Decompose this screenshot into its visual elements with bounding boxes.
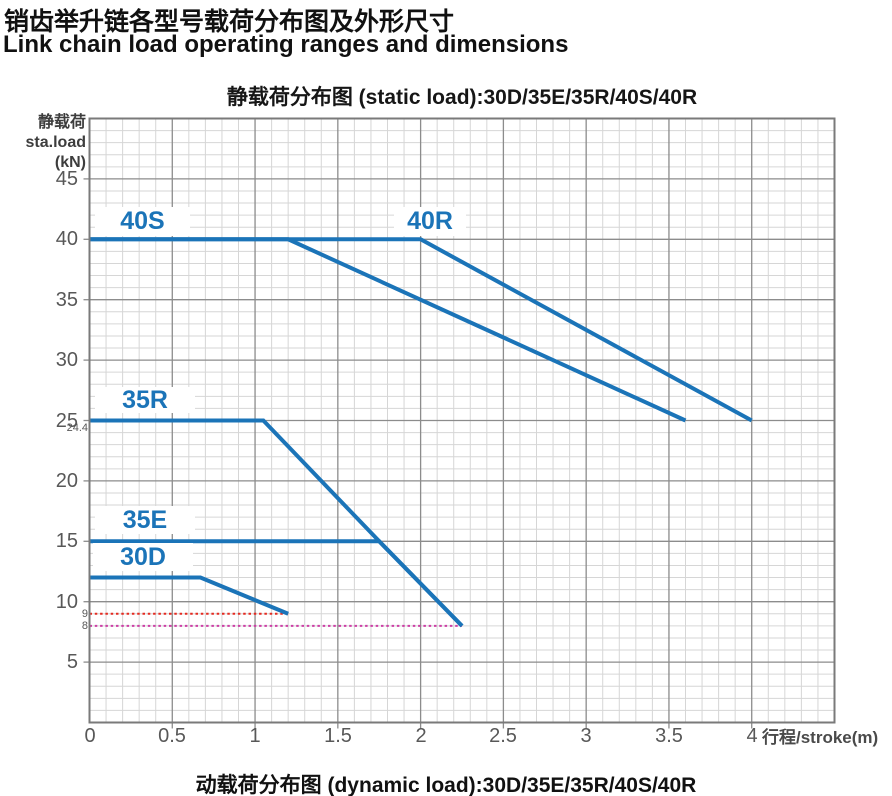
series-label-35R: 35R [95,387,195,413]
y-axis-label-zh: 静载荷 [37,114,86,131]
series-label-30D: 30D [93,543,193,571]
series-line-35E [89,539,464,628]
y-tick-35: 35 [55,289,78,311]
series-label-35E: 35E [95,506,195,534]
series-line-40R [89,237,753,423]
chart-title: 静载荷分布图 (static load):30D/35E/35R/40S/40R [226,86,698,109]
series-label-40S: 40S [95,207,190,236]
x-axis-label: 行程/stroke(m) [762,728,879,747]
page-title-zh: 销齿举升链各型号载荷分布图及外形尺寸 [4,8,455,36]
bottom-caption: 动载荷分布图 (dynamic load):30D/35E/35R/40S/40… [195,774,697,796]
y-tick-10: 10 [55,591,78,613]
y-tick-40: 40 [55,228,78,250]
y-tick-30: 30 [55,349,78,371]
page-title-en: Link chain load operating ranges and dim… [3,31,569,58]
y-tick-20: 20 [55,470,78,492]
y-tick-5: 5 [66,651,78,673]
plot-border [88,117,836,724]
y-axis-label-en: sta.load [25,134,86,151]
series-label-40R: 40R [394,207,466,236]
y-tick-25: 25 [55,410,78,432]
series-line-30D [89,575,289,616]
y-tick-15: 15 [55,530,78,552]
y-axis-label-unit: (kN) [54,154,86,171]
y-axis-label: 静载荷 sta.load (kN) [6,113,86,173]
static-load-chart [83,117,836,729]
